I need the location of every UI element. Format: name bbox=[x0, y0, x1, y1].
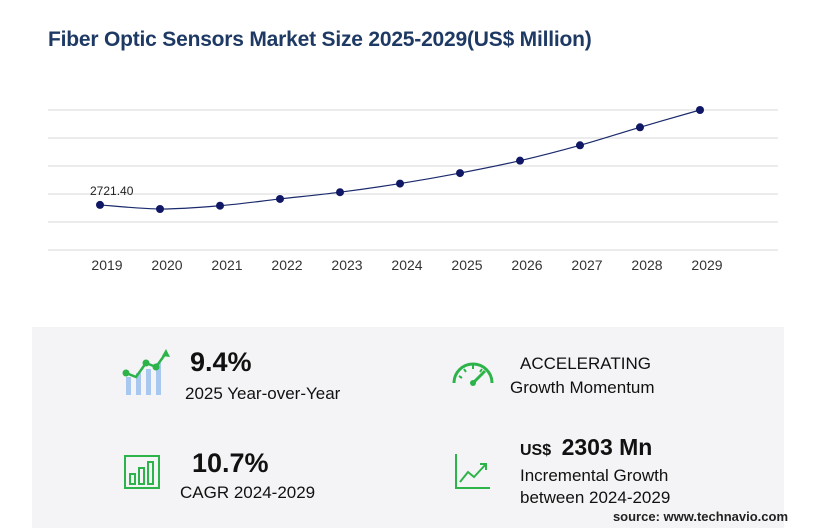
series-markers bbox=[96, 106, 704, 213]
grid-lines bbox=[48, 109, 778, 251]
yoy-value: 9.4% bbox=[190, 347, 252, 377]
data-point bbox=[516, 156, 524, 165]
key-stats-panel: 9.4% 2025 Year-over-Year ACCELERATING Gr… bbox=[32, 327, 784, 528]
x-tick-label: 2019 bbox=[91, 257, 122, 273]
x-tick-label: 2020 bbox=[151, 257, 182, 273]
x-tick-label: 2029 bbox=[691, 257, 722, 273]
data-point bbox=[696, 106, 704, 114]
data-point bbox=[276, 194, 284, 203]
data-point bbox=[216, 201, 224, 210]
bar-growth-icon bbox=[122, 349, 170, 395]
x-tick-label: 2027 bbox=[571, 257, 602, 273]
source-note: source: www.technavio.com bbox=[612, 509, 788, 524]
data-point bbox=[576, 141, 584, 150]
cagr-value: 10.7% bbox=[192, 448, 269, 478]
data-point bbox=[396, 179, 404, 188]
speedometer-icon bbox=[452, 362, 494, 386]
data-point bbox=[96, 200, 104, 209]
yoy-label: 2025 Year-over-Year bbox=[185, 384, 341, 403]
x-tick-label: 2021 bbox=[211, 257, 242, 273]
incremental-label-line-1: Incremental Growth bbox=[520, 466, 669, 485]
x-tick-label: 2023 bbox=[331, 257, 362, 273]
bar-chart-icon bbox=[124, 455, 160, 489]
x-tick-label: 2026 bbox=[511, 257, 542, 273]
trend-line-icon bbox=[455, 454, 490, 489]
x-tick-label: 2025 bbox=[451, 257, 482, 273]
data-point bbox=[156, 204, 164, 213]
incremental-value-row: US$ 2303 Mn bbox=[520, 434, 652, 461]
momentum-title: ACCELERATING bbox=[520, 354, 651, 373]
x-tick-label: 2028 bbox=[631, 257, 662, 273]
data-label: 2721.40 bbox=[90, 184, 134, 198]
x-tick-label: 2024 bbox=[391, 257, 422, 273]
incremental-label-line-2: between 2024-2029 bbox=[520, 488, 671, 507]
x-axis-tick-labels: 2019 2020 2021 2022 2023 2024 2025 2026 2027 2028… bbox=[91, 257, 722, 273]
incremental-value: 2303 Mn bbox=[561, 434, 653, 460]
chart-title: Fiber Optic Sensors Market Size 2025-202… bbox=[48, 28, 592, 51]
cagr-label: CAGR 2024-2029 bbox=[180, 483, 316, 502]
data-point bbox=[456, 169, 464, 178]
momentum-label: Growth Momentum bbox=[510, 378, 655, 397]
data-point bbox=[636, 123, 644, 132]
x-tick-label: 2022 bbox=[271, 257, 302, 273]
line-chart: 2019 2020 2021 2022 2023 2024 2025 2026 2027 2028… bbox=[48, 106, 778, 273]
incremental-currency: US$ bbox=[520, 442, 552, 459]
data-labels: 2721.40 bbox=[90, 184, 134, 198]
data-point bbox=[336, 188, 344, 197]
